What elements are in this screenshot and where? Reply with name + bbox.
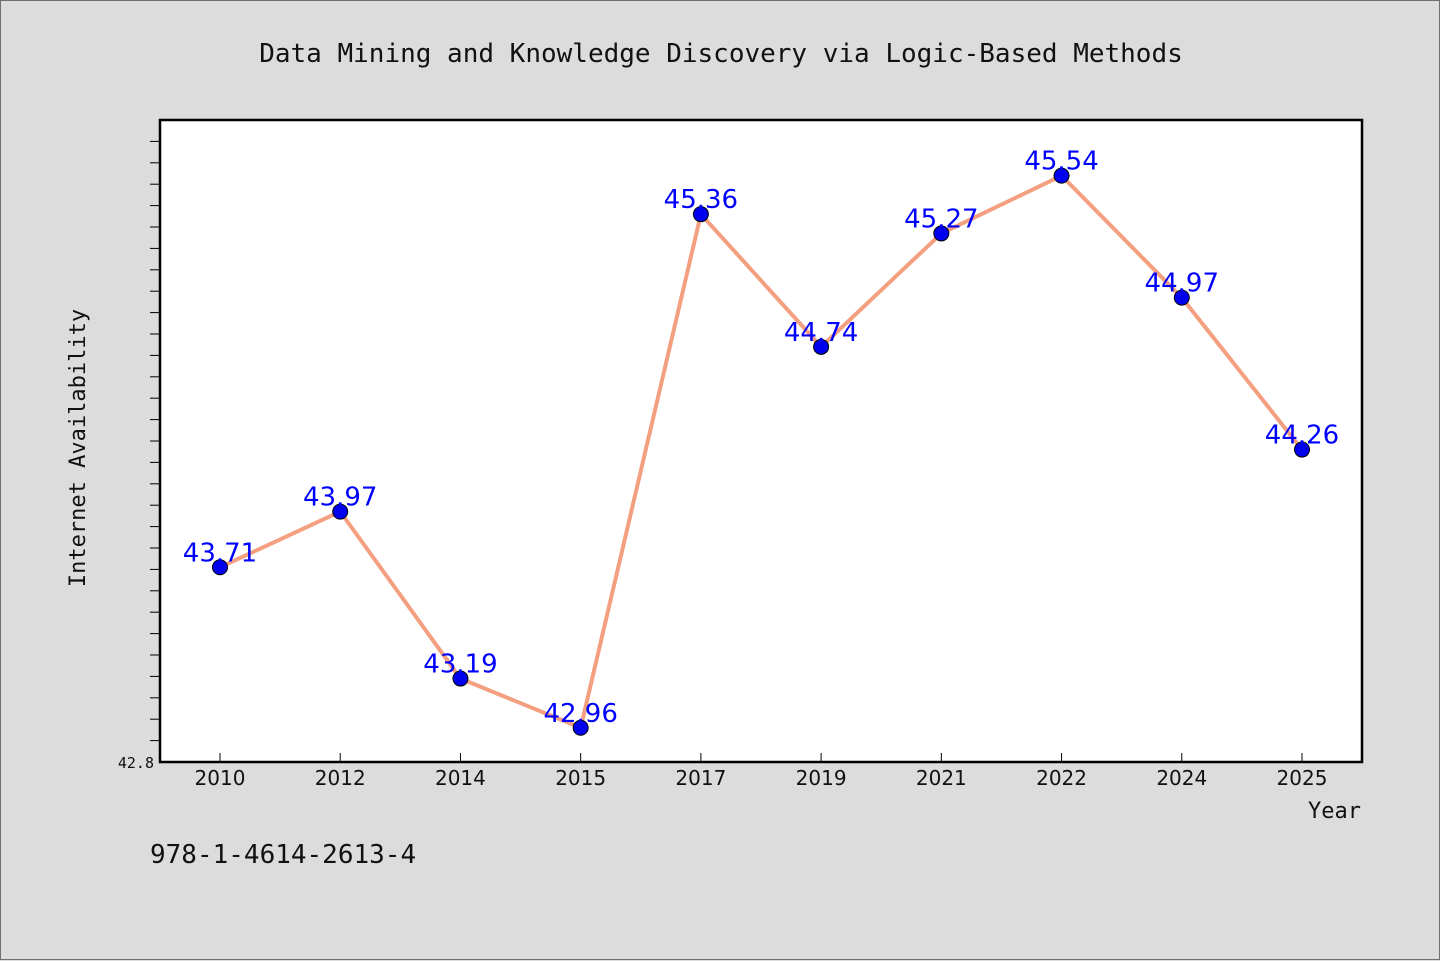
data-point <box>452 670 469 687</box>
y-axis-label: Internet Availability <box>66 309 91 587</box>
data-label: 45.54 <box>1024 147 1098 177</box>
x-tick-label: 2010 <box>195 766 246 790</box>
x-tick-label: 2017 <box>675 766 726 790</box>
x-tick-label: 2022 <box>1036 766 1087 790</box>
data-point <box>332 503 349 520</box>
data-label: 44.74 <box>784 318 858 348</box>
data-label: 45.36 <box>664 185 738 215</box>
data-label: 44.97 <box>1145 269 1219 299</box>
data-labels: 43.71 43.97 43.19 42.96 45.36 44.74 45.27 45.54… <box>183 147 1339 729</box>
data-point <box>933 225 950 242</box>
series-layer <box>212 167 1310 736</box>
x-axis-label: Year <box>1308 799 1361 824</box>
data-point <box>212 559 228 576</box>
data-label: 43.97 <box>303 483 377 513</box>
x-tick-label: 2024 <box>1156 766 1207 790</box>
data-point <box>572 719 589 736</box>
y-axis-ticks: 42.8 <box>118 140 160 772</box>
plot-area <box>158 118 1364 764</box>
x-tick-label: 2025 <box>1277 766 1328 790</box>
series-line <box>218 173 1304 730</box>
data-label: 42.96 <box>543 699 617 729</box>
chart-title: Data Mining and Knowledge Discovery via … <box>259 39 1183 69</box>
data-point <box>1053 167 1070 184</box>
data-label: 43.19 <box>423 650 497 680</box>
data-label: 44.26 <box>1265 421 1339 451</box>
data-point <box>1294 441 1310 458</box>
data-point <box>692 206 709 223</box>
x-tick-label: 2015 <box>555 766 606 790</box>
x-tick-label: 2021 <box>916 766 967 790</box>
x-tick-label: 2012 <box>315 766 366 790</box>
data-point <box>1173 289 1190 306</box>
data-label: 45.27 <box>904 204 978 234</box>
data-point <box>813 338 830 355</box>
isbn-caption: 978-1-4614-2613-4 <box>150 840 416 870</box>
y-tick-label: 42.8 <box>118 754 154 772</box>
data-label: 43.71 <box>183 538 257 568</box>
x-tick-label: 2014 <box>435 766 486 790</box>
x-tick-label: 2019 <box>796 766 847 790</box>
x-axis-ticks: 2010 2012 2014 2015 2017 2019 2021 2022 2024 2025 <box>195 753 1328 790</box>
